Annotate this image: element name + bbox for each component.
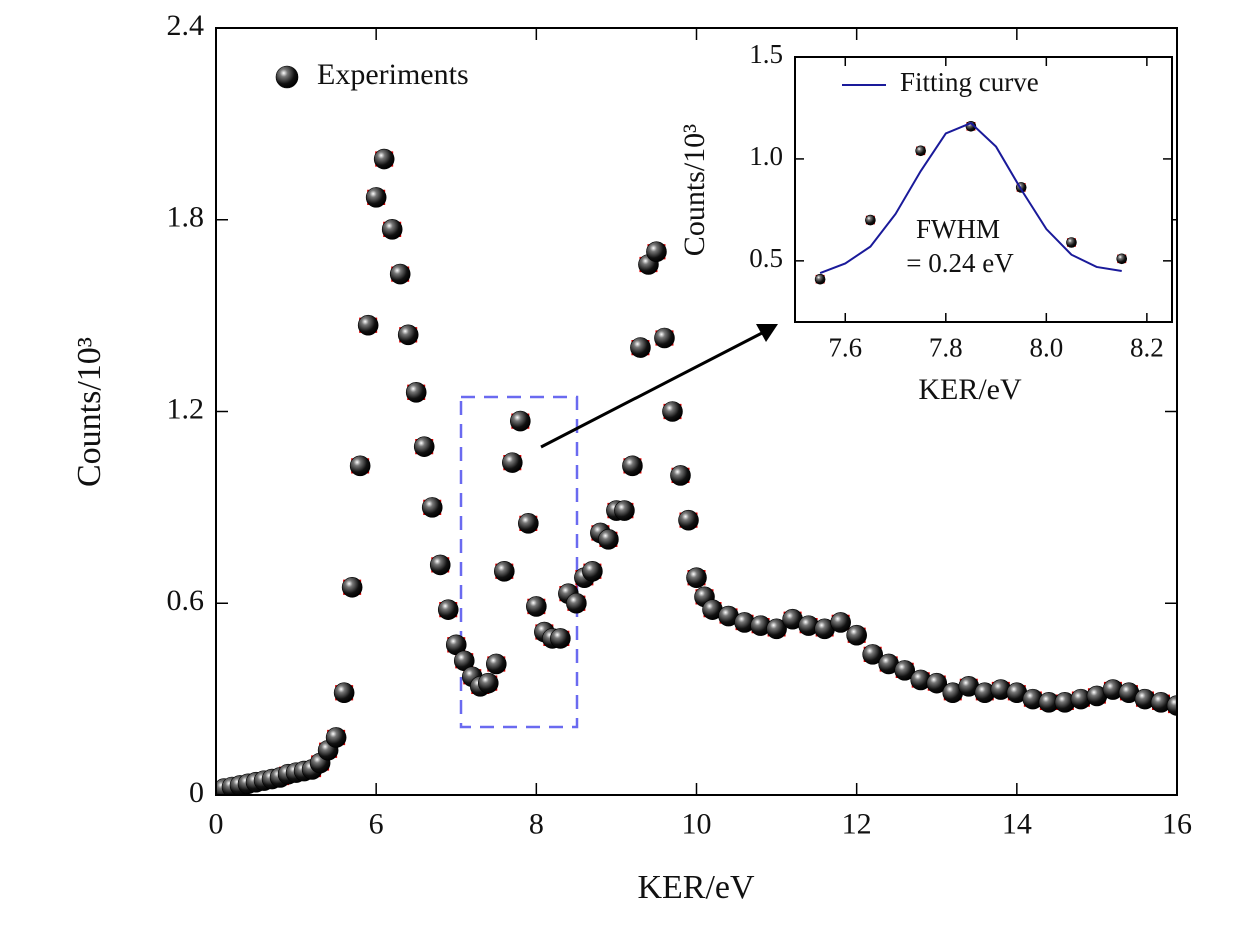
data-point — [502, 452, 523, 473]
x-axis-label: KER/eV — [918, 373, 1022, 406]
inset-background — [795, 57, 1172, 322]
x-tick-label: 8.2 — [1130, 333, 1164, 363]
y-tick-label: 1.0 — [749, 141, 783, 171]
x-tick-label: 10 — [682, 807, 712, 840]
x-axis-label: KER/eV — [637, 869, 755, 906]
data-point — [550, 628, 571, 649]
data-point — [510, 410, 531, 432]
data-point — [1066, 237, 1077, 248]
data-point — [421, 497, 443, 518]
data-point — [915, 145, 926, 157]
data-point — [325, 727, 347, 748]
x-tick-label: 6 — [369, 807, 384, 840]
x-tick-label: 16 — [1162, 807, 1192, 840]
x-tick-label: 7.8 — [929, 333, 963, 363]
zoom-box — [459, 395, 579, 729]
annotation: FWHM — [916, 214, 1000, 244]
fit-curve — [819, 121, 1122, 275]
data-point — [397, 324, 419, 346]
data-point — [654, 327, 675, 349]
y-tick-label: 0.6 — [167, 584, 205, 617]
arrow-head — [756, 324, 778, 342]
data-point — [373, 148, 395, 170]
data-point — [485, 653, 507, 675]
data-point — [814, 273, 826, 285]
data-point — [518, 513, 539, 534]
data-point — [429, 554, 451, 576]
arrow-line — [540, 331, 763, 449]
x-tick-label: 8.0 — [1029, 333, 1063, 363]
x-tick-label: 14 — [1002, 807, 1032, 840]
data-point — [830, 612, 851, 633]
data-point — [526, 596, 547, 617]
data-point — [566, 592, 587, 614]
data-point — [598, 529, 619, 550]
data-point — [357, 314, 379, 336]
y-tick-label: 1.5 — [749, 39, 783, 69]
data-point — [894, 660, 916, 681]
x-tick-label: 12 — [842, 807, 872, 840]
data-point — [333, 682, 355, 704]
y-tick-label: 1.2 — [167, 392, 205, 425]
y-axis-label: Counts/10³ — [678, 124, 711, 256]
data-point — [862, 644, 883, 665]
data-point — [1166, 695, 1177, 716]
y-tick-label: 0.5 — [749, 243, 783, 273]
data-point — [582, 560, 603, 582]
legend-label: Fitting curve — [900, 67, 1039, 97]
data-point — [766, 618, 787, 640]
data-point — [614, 500, 635, 521]
plot-frame — [794, 56, 1173, 323]
data-point — [670, 465, 691, 486]
data-point — [926, 672, 948, 694]
data-point — [686, 567, 707, 588]
data-point — [381, 219, 403, 240]
data-point — [477, 672, 499, 694]
legend-marker — [275, 65, 299, 89]
x-tick-label: 0 — [209, 807, 224, 840]
data-point — [349, 455, 371, 477]
y-tick-label: 2.4 — [167, 9, 205, 42]
data-point — [365, 187, 387, 208]
plot-frame — [215, 27, 1178, 796]
y-tick-label: 0 — [189, 776, 204, 809]
y-tick-label: 1.8 — [167, 201, 205, 234]
legend-label: Experiments — [317, 58, 469, 91]
annotation: = 0.24 eV — [906, 248, 1014, 278]
y-axis-label: Counts/10³ — [71, 337, 108, 487]
data-point — [678, 509, 699, 531]
x-tick-label: 8 — [529, 807, 544, 840]
data-point — [846, 624, 867, 646]
data-point — [630, 337, 651, 358]
data-point — [341, 576, 363, 598]
data-point — [622, 455, 643, 477]
data-point — [662, 401, 683, 422]
data-point — [413, 436, 435, 457]
x-tick-label: 7.6 — [828, 333, 862, 363]
data-point — [389, 263, 411, 285]
data-point — [1116, 253, 1128, 265]
data-point — [646, 241, 667, 263]
data-point — [493, 560, 515, 582]
data-point — [405, 382, 427, 403]
data-point — [865, 214, 876, 226]
data-point — [437, 599, 459, 620]
